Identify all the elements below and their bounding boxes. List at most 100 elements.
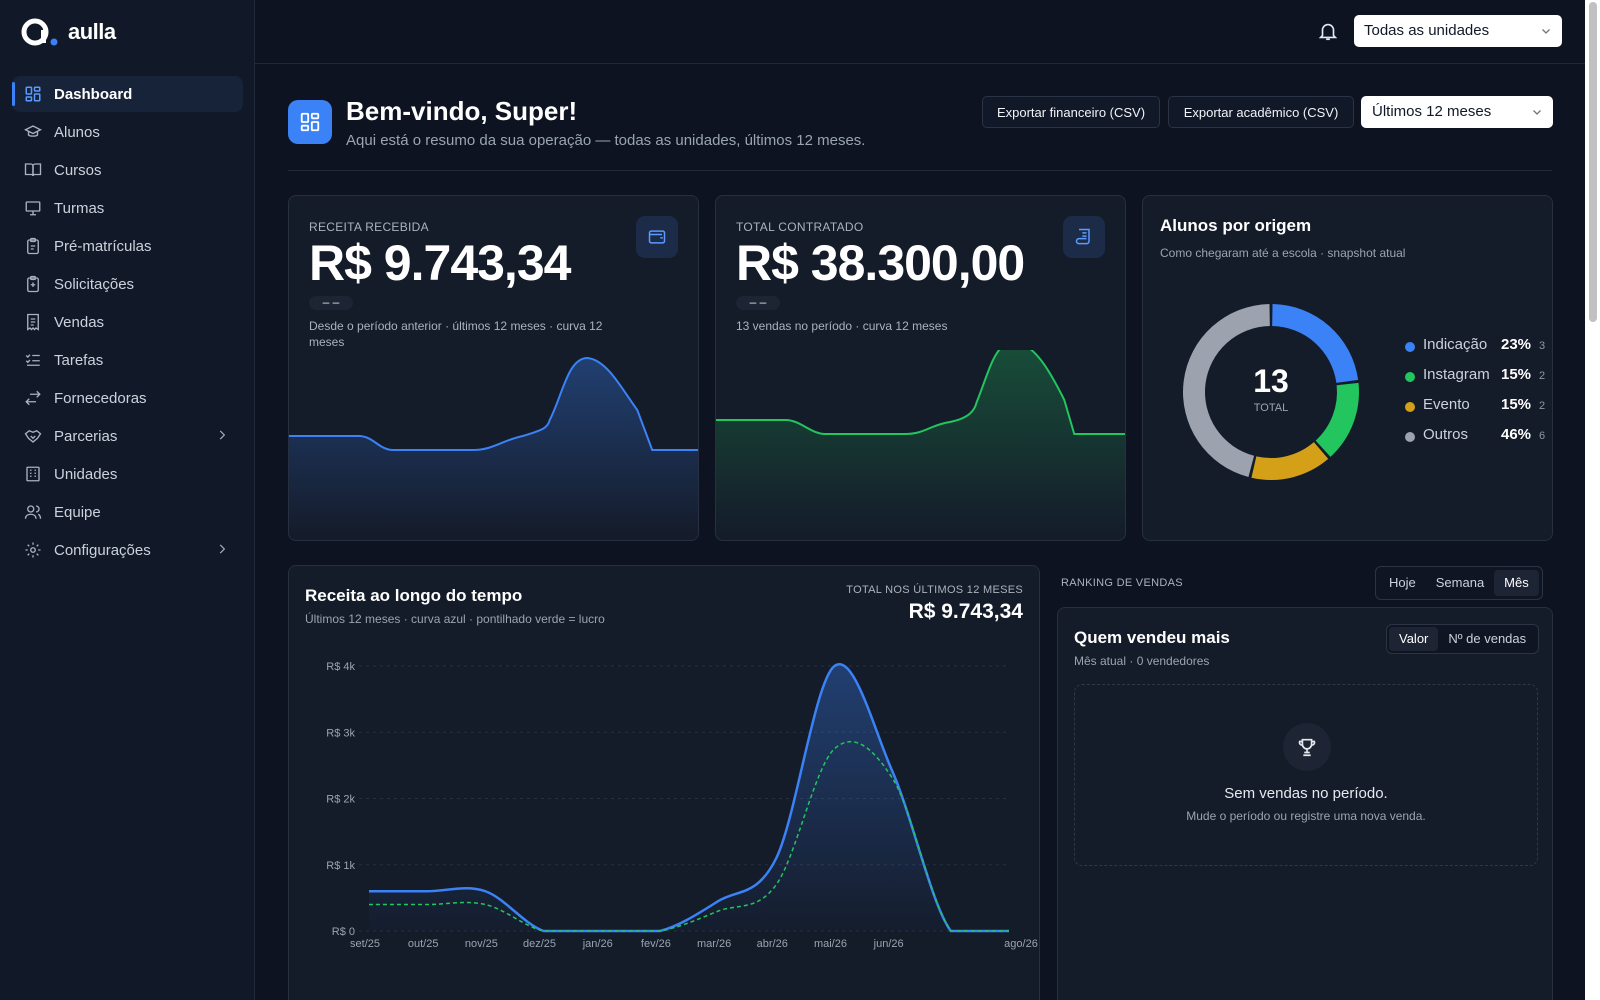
- period-select[interactable]: Últimos 12 meses: [1361, 96, 1553, 128]
- legend-dot: [1405, 342, 1415, 352]
- trophy-icon: [1283, 723, 1331, 771]
- received-sparkline-line: [289, 356, 698, 451]
- brand-logo[interactable]: aulla: [20, 16, 116, 48]
- donut-slice-1: [1315, 382, 1359, 457]
- kpi-card-received: RECEITA RECEBIDA R$ 9.743,34 – – Desde o…: [288, 195, 699, 541]
- sidebar-item-label: Unidades: [54, 465, 118, 483]
- y-tick-label: R$ 3k: [326, 727, 355, 739]
- arrows-left-right-icon: [25, 390, 41, 406]
- legend-name: Instagram: [1423, 366, 1490, 383]
- donut-slice-2: [1251, 442, 1329, 480]
- legend-item: Evento 15% 2: [1405, 396, 1545, 426]
- building-icon: [26, 466, 40, 482]
- origin-donut: 13 TOTAL: [1183, 304, 1359, 480]
- kpi-delta-badge: – –: [309, 296, 353, 310]
- ranking-section-label: RANKING DE VENDAS: [1061, 577, 1183, 589]
- legend-count: 2: [1539, 370, 1546, 382]
- sidebar-item-unidades[interactable]: Unidades: [12, 456, 243, 492]
- kpi-label: RECEITA RECEBIDA: [309, 220, 429, 234]
- sidebar-item-turmas[interactable]: Turmas: [12, 190, 243, 226]
- received-sparkline: [289, 356, 698, 540]
- kpi-card-contracted: TOTAL CONTRATADO R$ 38.300,00 – – 13 ven…: [715, 195, 1126, 541]
- scroll-icon: [1063, 216, 1105, 258]
- donut-slices: [1183, 304, 1359, 480]
- sidebar-item-label: Dashboard: [54, 85, 133, 103]
- toggle-num-vendas[interactable]: Nº de vendas: [1448, 631, 1527, 646]
- sidebar-item-alunos[interactable]: Alunos: [12, 114, 243, 150]
- receipt-icon: [27, 313, 39, 331]
- sidebar-item-label: Vendas: [54, 313, 105, 331]
- sidebar-item-vendas[interactable]: Vendas: [12, 304, 243, 340]
- x-tick-label: jan/26: [582, 938, 613, 950]
- list-checks-icon: [25, 354, 40, 366]
- donut-slice-0: [1272, 304, 1359, 383]
- chevron-right-icon: [219, 544, 226, 554]
- revenue-area: [369, 664, 1009, 931]
- legend-count: 2: [1539, 400, 1546, 412]
- revenue-title: Receita ao longo do tempo: [305, 586, 523, 605]
- tab-semana[interactable]: Semana: [1435, 575, 1485, 590]
- revenue-subtitle: Últimos 12 meses · curva azul · pontilha…: [305, 612, 605, 626]
- sidebar-item-fornecedoras[interactable]: Fornecedoras: [12, 380, 243, 416]
- unit-select-value: Todas as unidades: [1364, 22, 1490, 39]
- legend-dot: [1405, 372, 1415, 382]
- x-tick-label: mar/26: [697, 938, 731, 950]
- sidebar-item-equipe[interactable]: Equipe: [12, 494, 243, 530]
- sidebar-item-pre-matriculas[interactable]: Pré-matrículas: [12, 228, 243, 264]
- tab-mes[interactable]: Mês: [1494, 570, 1539, 596]
- contracted-sparkline: [716, 350, 1125, 540]
- sidebar-item-parcerias[interactable]: Parcerias: [12, 418, 243, 454]
- sidebar-item-dashboard[interactable]: Dashboard: [12, 76, 243, 112]
- legend-dot: [1405, 402, 1415, 412]
- revenue-chart: R$ 0 R$ 1k R$ 2k R$ 3k R$ 4k set/25 out/25 nov…: [326, 661, 1038, 950]
- sidebar-item-configuracoes[interactable]: Configurações: [12, 532, 243, 568]
- bell-icon[interactable]: [1317, 20, 1339, 42]
- grid-icon: [25, 86, 41, 102]
- y-tick-label: R$ 4k: [326, 661, 355, 673]
- legend-dot: [1405, 432, 1415, 442]
- sidebar-item-label: Solicitações: [54, 275, 135, 293]
- export-financial-button[interactable]: Exportar financeiro (CSV): [982, 96, 1160, 128]
- kpi-value: R$ 38.300,00: [736, 235, 1025, 291]
- contracted-sparkline-line: [716, 350, 1125, 435]
- legend-pct: 15%: [1501, 366, 1532, 383]
- legend-pct: 23%: [1501, 336, 1532, 353]
- tab-hoje[interactable]: Hoje: [1389, 575, 1416, 590]
- y-tick-label: R$ 0: [332, 926, 355, 938]
- profit-series-line: [369, 740, 1009, 932]
- sidebar-item-label: Tarefas: [54, 351, 104, 369]
- kpi-value: R$ 9.743,34: [309, 235, 571, 291]
- aulla-logo-mark: [21, 18, 58, 46]
- legend-item: Indicação 23% 3: [1405, 336, 1545, 366]
- unit-select[interactable]: Todas as unidades: [1354, 15, 1562, 47]
- sidebar-item-cursos[interactable]: Cursos: [12, 152, 243, 188]
- presentation-icon: [25, 201, 41, 216]
- origin-subtitle: Como chegaram até a escola · snapshot at…: [1160, 246, 1406, 260]
- x-tick-label: dez/25: [523, 938, 556, 950]
- sidebar-item-tarefas[interactable]: Tarefas: [12, 342, 243, 378]
- brand-name: aulla: [68, 19, 116, 44]
- kpi-label: TOTAL CONTRATADO: [736, 220, 864, 234]
- sidebar-item-label: Alunos: [54, 123, 100, 141]
- x-axis-ticks: set/25 out/25 nov/25 dez/25 jan/26 fev/26 mar/…: [350, 938, 1038, 950]
- revenue-series-line: [369, 663, 1009, 933]
- grid-icon: [300, 112, 320, 132]
- clipboard-plus-icon: [27, 275, 39, 293]
- x-tick-label: mai/26: [814, 938, 847, 950]
- x-tick-label: jun/26: [873, 938, 904, 950]
- legend-name: Indicação: [1423, 336, 1488, 353]
- sidebar-item-solicitacoes[interactable]: Solicitações: [12, 266, 243, 302]
- scrollbar-thumb[interactable]: [1589, 2, 1597, 322]
- graduation-cap-icon: [24, 125, 42, 137]
- sidebar-item-label: Configurações: [54, 541, 151, 559]
- export-academic-button[interactable]: Exportar acadêmico (CSV): [1168, 96, 1354, 128]
- toggle-valor[interactable]: Valor: [1389, 627, 1439, 651]
- users-icon: [24, 505, 42, 519]
- ranking-metric-toggle: Valor Nº de vendas: [1386, 624, 1540, 654]
- empty-state-title: Sem vendas no período.: [1224, 785, 1388, 802]
- ranking-card: Quem vendeu mais Mês atual · 0 vendedore…: [1057, 607, 1553, 1000]
- sidebar-item-label: Parcerias: [54, 427, 118, 445]
- book-open-icon: [24, 163, 42, 177]
- origin-card: Alunos por origem Como chegaram até a es…: [1142, 195, 1553, 541]
- header-divider: [288, 170, 1552, 171]
